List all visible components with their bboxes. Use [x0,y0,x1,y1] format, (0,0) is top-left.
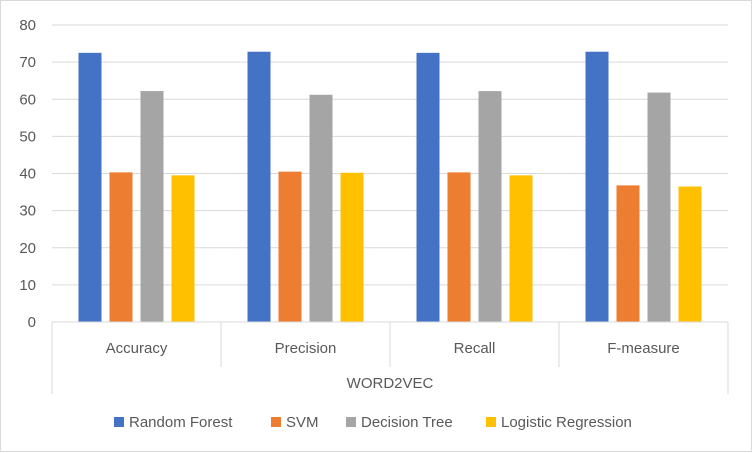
y-tick-label: 80 [19,17,36,34]
bar-decision-tree-f-measure [647,92,671,322]
bar-decision-tree-recall [478,91,502,323]
bar-svm-f-measure [616,185,640,322]
legend-swatch [346,417,356,427]
legend-item: Random Forest [114,414,233,431]
legend-swatch [271,417,281,427]
legend: Random Forest SVM Decision Tree Logistic Re… [114,414,632,431]
bar-random-forest-precision [247,51,271,322]
category-label: Precision [275,340,337,357]
category-labels: Accuracy Precision Recall F-measure [106,340,680,357]
bar-random-forest-accuracy [78,52,102,322]
bars [78,51,702,323]
legend-item: Logistic Regression [486,414,632,431]
legend-label: Logistic Regression [501,414,632,431]
legend-label: Decision Tree [361,414,453,431]
bar-random-forest-recall [416,52,440,322]
bar-decision-tree-accuracy [140,91,164,323]
y-tick-label: 0 [28,314,36,331]
legend-label: SVM [286,414,319,431]
bar-decision-tree-precision [309,94,333,322]
y-tick-label: 10 [19,277,36,294]
bar-logistic-regression-recall [509,175,533,322]
category-label: Recall [454,340,496,357]
group-label: WORD2VEC [347,375,434,392]
x-axis [51,321,729,394]
y-tick-label: 20 [19,240,36,257]
bar-logistic-regression-precision [340,172,364,322]
y-tick-label: 70 [19,54,36,71]
legend-swatch [114,417,124,427]
gridlines [52,24,728,323]
bar-svm-accuracy [109,172,133,322]
legend-label: Random Forest [129,414,233,431]
y-tick-label: 60 [19,91,36,108]
legend-swatch [486,417,496,427]
legend-item: SVM [271,414,319,431]
y-axis-ticks: 0 10 20 30 40 50 60 70 80 [19,17,36,331]
bar-svm-precision [278,171,302,322]
legend-item: Decision Tree [346,414,453,431]
bar-svm-recall [447,172,471,322]
bar-random-forest-f-measure [585,51,609,322]
y-tick-label: 30 [19,203,36,220]
category-label: F-measure [607,340,680,357]
category-label: Accuracy [106,340,168,357]
y-tick-label: 50 [19,128,36,145]
bar-logistic-regression-accuracy [171,175,195,322]
y-tick-label: 40 [19,166,36,183]
bar-logistic-regression-f-measure [678,186,702,322]
